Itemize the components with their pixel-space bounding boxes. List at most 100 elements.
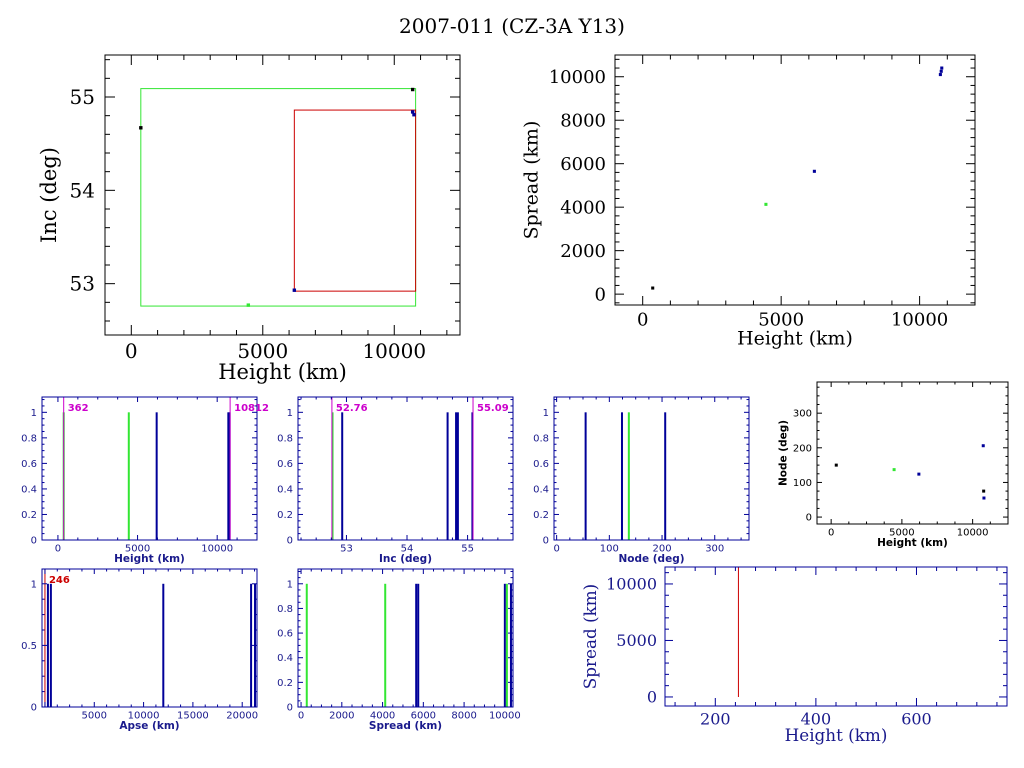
chart-spread-height-low: 200 400 600 0 5000 10000 Height (km) Spread (km… <box>580 566 1008 745</box>
y-tick-label: 1 <box>31 579 37 590</box>
y-tick-label: 0.4 <box>533 484 549 495</box>
x-axis-label: Height (km) <box>737 328 853 350</box>
axis-frame <box>614 54 976 306</box>
y-tick-label: 0.2 <box>533 510 549 521</box>
plot-area <box>651 66 944 290</box>
y-tick-label: 0.6 <box>277 629 293 640</box>
y-tick-label: 55 <box>70 85 95 109</box>
histogram-bar <box>331 412 334 540</box>
x-axis-label: Height (km) <box>877 537 948 549</box>
x-axis-label: Height (km) <box>218 360 347 384</box>
histogram-bar <box>127 412 130 540</box>
y-tick-label: 0.6 <box>533 459 549 470</box>
x-tick-label: 5000 <box>889 528 914 539</box>
x-tick-label: 10000 <box>489 711 521 722</box>
axis-frame <box>664 566 1008 707</box>
x-tick-label: 300 <box>705 544 724 555</box>
y-axis-label: Spread (km) <box>580 584 600 689</box>
y-tick-label: 0 <box>287 536 293 547</box>
data-point <box>938 73 942 77</box>
x-tick-label: 100 <box>600 544 619 555</box>
y-tick-label: 0 <box>287 703 293 714</box>
plot-area <box>331 397 474 540</box>
plot-area <box>62 397 231 540</box>
data-point <box>292 288 297 292</box>
histogram-bar <box>471 412 474 540</box>
x-tick-label: 5000 <box>125 544 150 555</box>
y-tick-label: 1 <box>287 579 293 590</box>
x-tick-label: 10000 <box>362 339 426 363</box>
data-point <box>139 126 143 130</box>
histogram-bar <box>455 412 458 540</box>
y-tick-label: 1 <box>31 408 37 419</box>
limit-label: 52.76 <box>336 403 368 414</box>
x-tick-label: 5000 <box>758 310 804 331</box>
y-tick-label: 0 <box>31 703 37 714</box>
axis-frame <box>41 396 258 541</box>
y-tick-label: 53 <box>70 272 95 296</box>
x-tick-label: 10000 <box>128 711 160 722</box>
y-tick-label: 0.2 <box>21 510 37 521</box>
chart-hist-spread: 0 2000 4000 6000 8000 10000 0 0.2 0.4 0.6 0.8 1 Spre… <box>277 568 521 732</box>
x-tick-label: 600 <box>901 709 932 728</box>
x-tick-label: 0 <box>125 339 138 363</box>
data-point <box>410 87 415 92</box>
histogram-bar <box>228 412 231 540</box>
x-axis-label: Height (km) <box>785 725 888 745</box>
x-axis-label: Apse (km) <box>119 720 179 732</box>
x-tick-label: 54 <box>401 544 414 555</box>
x-tick-label: 0 <box>298 711 304 722</box>
x-tick-label: 200 <box>700 709 731 728</box>
x-tick-label: 10000 <box>891 310 948 331</box>
x-tick-label: 5000 <box>237 339 288 363</box>
data-point <box>412 113 416 117</box>
x-tick-label: 20000 <box>226 711 258 722</box>
data-point <box>812 169 816 173</box>
histogram-bar <box>415 583 418 707</box>
chart-hist-inc: 53 54 55 0 0.2 0.4 0.6 0.8 1 Inc (deg) 52.76 55.09 <box>277 396 514 565</box>
y-tick-label: 300 <box>793 409 812 420</box>
data-point <box>940 66 944 70</box>
y-tick-label: 0.4 <box>277 653 293 664</box>
y-tick-label: 0.4 <box>277 484 293 495</box>
axis-frame <box>553 396 750 541</box>
x-tick-label: 10000 <box>201 544 233 555</box>
limit-label: 246 <box>49 575 70 586</box>
y-tick-label: 8000 <box>560 111 606 132</box>
chart-inc-height: 0 5000 10000 53 54 55 Height (km) Inc (deg) <box>37 54 461 384</box>
y-axis-label: Spread (km) <box>521 121 543 240</box>
x-axis-label: Node (deg) <box>618 553 684 565</box>
chart-node-height: 0 5000 10000 0 100 200 300 Height (km) Node (deg… <box>777 381 1009 549</box>
data-point <box>982 489 986 493</box>
y-tick-label: 4000 <box>560 197 606 218</box>
y-tick-label: 0 <box>31 536 37 547</box>
histogram-bar <box>46 583 49 707</box>
y-tick-label: 2000 <box>560 241 606 262</box>
data-point <box>939 69 943 73</box>
y-tick-label: 0.8 <box>533 433 549 444</box>
histogram-bar <box>446 412 449 540</box>
x-tick-label: 400 <box>801 709 832 728</box>
histogram-bar <box>505 583 508 707</box>
data-point <box>246 303 251 307</box>
y-tick-label: 0 <box>543 536 549 547</box>
x-axis-label: Height (km) <box>114 553 185 565</box>
x-tick-label: 0 <box>828 528 834 539</box>
x-tick-label: 8000 <box>451 711 476 722</box>
y-tick-label: 6000 <box>560 154 606 175</box>
y-tick-label: 0.8 <box>277 604 293 615</box>
data-point <box>651 286 655 290</box>
data-point <box>917 472 921 476</box>
plot-area <box>139 87 417 307</box>
y-tick-label: 0.4 <box>21 484 37 495</box>
histogram-bar <box>305 583 308 707</box>
histogram-bar <box>417 583 420 707</box>
x-tick-label: 6000 <box>411 711 436 722</box>
x-tick-label: 53 <box>340 544 353 555</box>
